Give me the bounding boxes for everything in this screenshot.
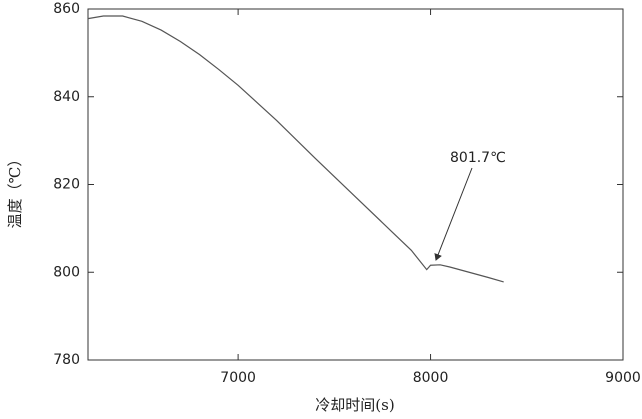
data-line (87, 15, 504, 283)
y-tick-label: 840 (53, 89, 80, 105)
plot-frame (87, 8, 624, 361)
y-tick-label: 780 (53, 352, 80, 368)
x-tick-label: 8000 (413, 370, 449, 386)
y-tick-label: 860 (53, 1, 80, 17)
y-tick-label: 820 (53, 177, 80, 193)
x-axis-title: 冷却时间(s) (315, 396, 394, 414)
annotation-arrow (434, 167, 473, 261)
y-axis-title: 温度（℃） (6, 152, 24, 229)
x-tick-label: 9000 (605, 370, 641, 386)
y-tick-label: 800 (53, 264, 80, 280)
annotation: 801.7℃ (450, 150, 506, 166)
x-tick-label: 7000 (220, 370, 256, 386)
